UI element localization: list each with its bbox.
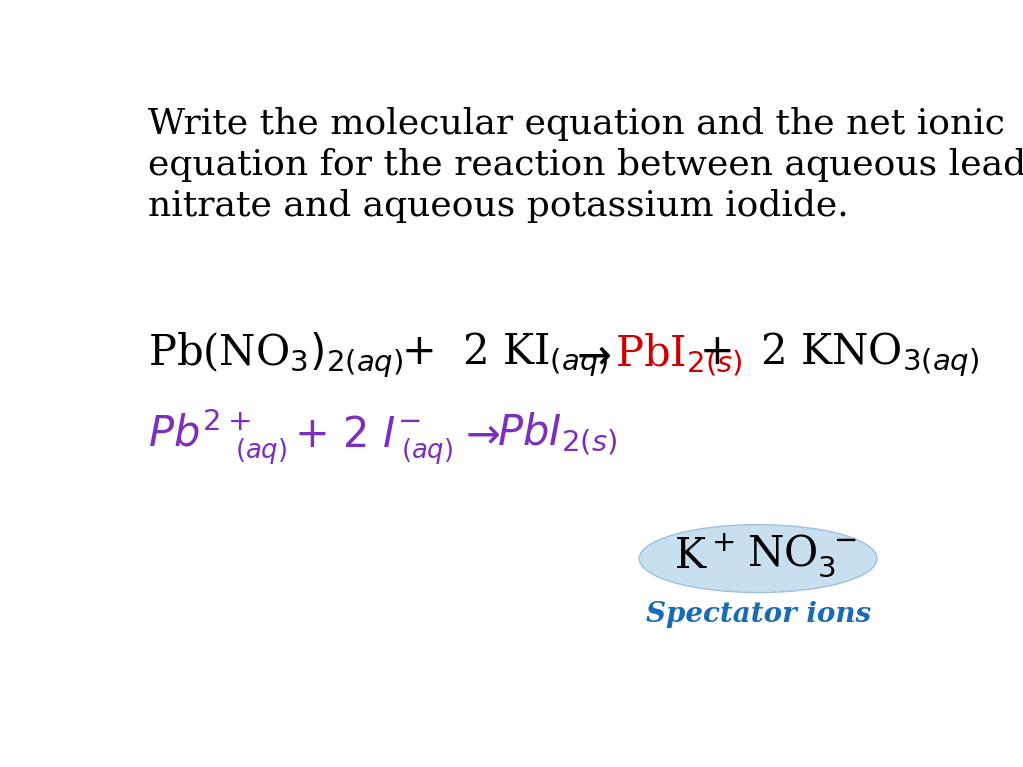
Text: $\it{(aq)}$: $\it{(aq)}$ [401,436,453,466]
Ellipse shape [639,525,877,593]
Text: $\it{+\ 2\ I}^{-}$: $\it{+\ 2\ I}^{-}$ [295,413,421,456]
Text: $+$  2 KI$_{(aq)}$: $+$ 2 KI$_{(aq)}$ [401,331,609,379]
Text: $\it{\rightarrow}$: $\it{\rightarrow}$ [457,413,500,456]
Text: K$^+$: K$^+$ [674,535,735,577]
Text: PbI$_{2(s)}$: PbI$_{2(s)}$ [616,331,743,379]
Text: Spectator ions: Spectator ions [646,601,871,628]
Text: $\it{(aq)}$: $\it{(aq)}$ [235,436,287,466]
Text: NO$_3^{\ -}$: NO$_3^{\ -}$ [747,532,856,579]
Text: $\it{Pb}^{2+}$: $\it{Pb}^{2+}$ [147,413,250,456]
Text: $+$  2 KNO$_{3(aq)}$: $+$ 2 KNO$_{3(aq)}$ [699,331,979,379]
Text: $\it{PbI}$$_{2(s)}$: $\it{PbI}$$_{2(s)}$ [496,411,617,458]
Text: Write the molecular equation and the net ionic: Write the molecular equation and the net… [147,107,1005,141]
Text: $\rightarrow$: $\rightarrow$ [568,334,611,376]
Text: Pb(NO$_3)_{2(aq)}$: Pb(NO$_3)_{2(aq)}$ [147,330,403,380]
Text: equation for the reaction between aqueous lead (II): equation for the reaction between aqueou… [147,148,1023,183]
Text: nitrate and aqueous potassium iodide.: nitrate and aqueous potassium iodide. [147,189,848,223]
